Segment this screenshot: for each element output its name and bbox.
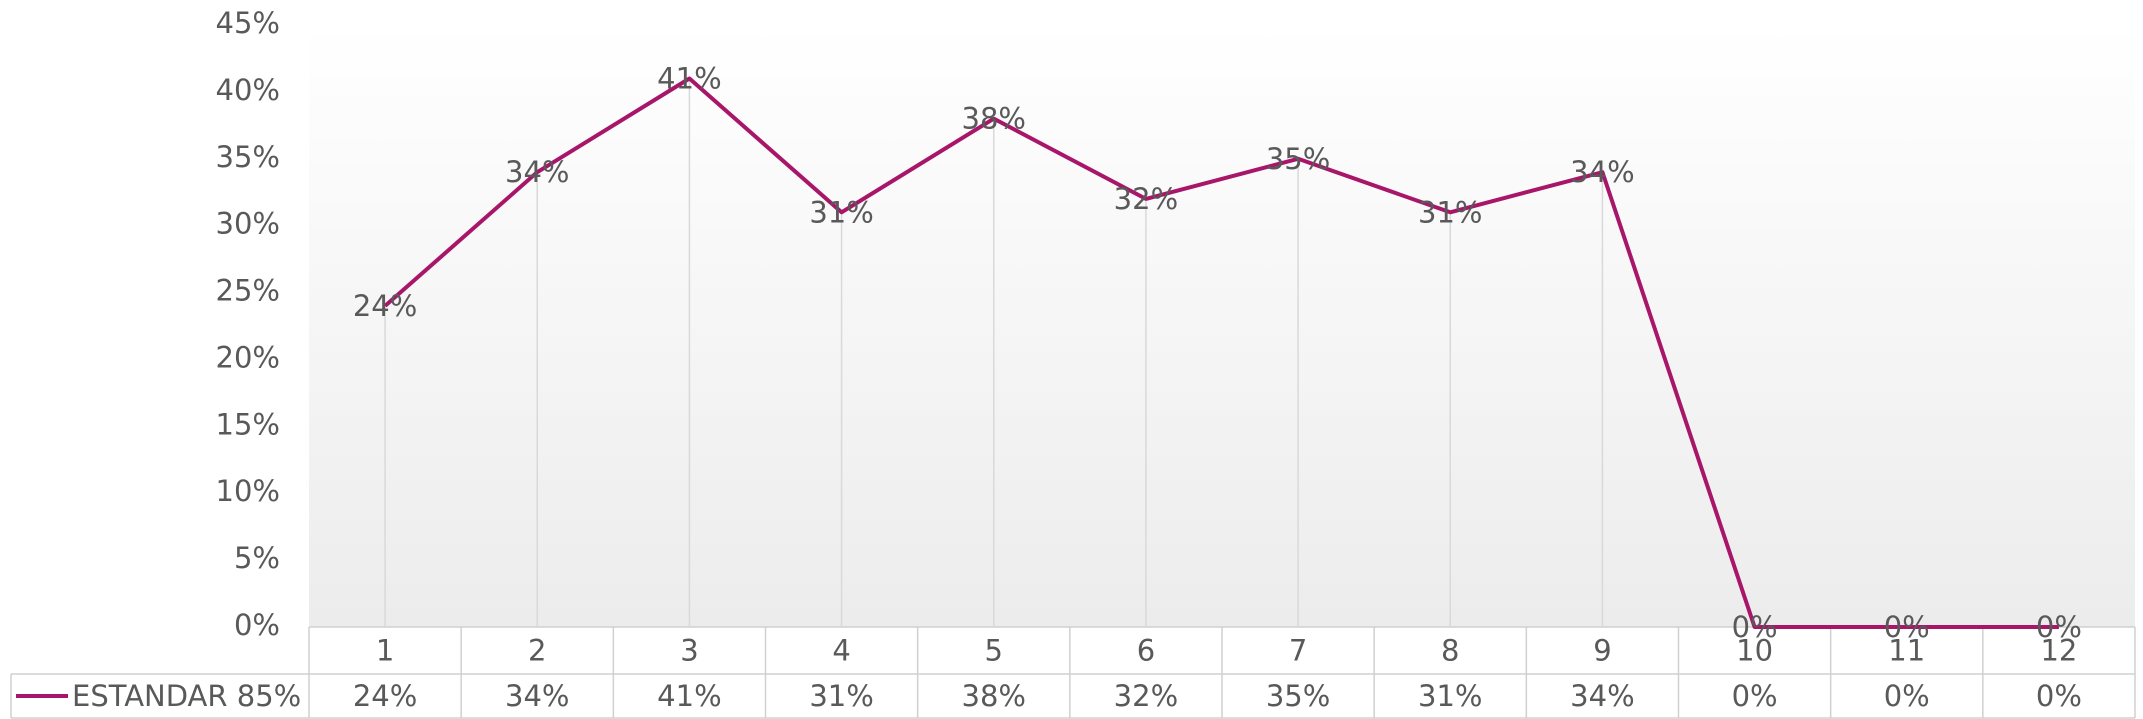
x-tick-label: 1 (376, 634, 394, 668)
table-value: 41% (657, 679, 721, 713)
data-label: 38% (962, 102, 1026, 136)
data-label: 35% (1266, 142, 1330, 176)
y-tick-label: 35% (216, 140, 280, 174)
x-tick-label: 8 (1441, 634, 1459, 668)
legend-label: ESTANDAR 85% (72, 679, 301, 713)
table-value: 38% (962, 679, 1026, 713)
x-tick-label: 7 (1289, 634, 1307, 668)
plot-area (309, 25, 2135, 627)
data-label: 0% (1884, 610, 1930, 644)
y-tick-label: 40% (216, 73, 280, 107)
table-value: 34% (1570, 679, 1634, 713)
y-tick-label: 30% (216, 207, 280, 241)
table-value: 31% (1418, 679, 1482, 713)
x-tick-label: 5 (985, 634, 1003, 668)
table-value: 0% (1732, 679, 1778, 713)
x-tick-label: 6 (1137, 634, 1155, 668)
x-tick-label: 3 (680, 634, 698, 668)
x-tick-label: 2 (528, 634, 546, 668)
data-label: 34% (1570, 155, 1634, 189)
y-tick-label: 25% (216, 274, 280, 308)
y-tick-label: 45% (216, 6, 280, 40)
y-tick-label: 5% (234, 541, 280, 575)
x-tick-label: 12 (2040, 634, 2077, 668)
data-label: 32% (1114, 182, 1178, 216)
table-value: 31% (809, 679, 873, 713)
x-tick-label: 4 (832, 634, 850, 668)
data-label: 0% (2036, 610, 2082, 644)
series-line (383, 76, 2059, 629)
y-tick-label: 20% (216, 340, 280, 374)
table-value: 35% (1266, 679, 1330, 713)
table-value: 32% (1114, 679, 1178, 713)
table-value: 24% (353, 679, 417, 713)
data-label: 34% (505, 155, 569, 189)
x-tick-label: 9 (1593, 634, 1611, 668)
y-tick-label: 15% (216, 407, 280, 441)
x-tick-label: 10 (1736, 634, 1773, 668)
data-label: 31% (1418, 195, 1482, 229)
data-label: 0% (1732, 610, 1778, 644)
data-label: 31% (809, 195, 873, 229)
y-tick-label: 0% (234, 608, 280, 642)
data-label: 24% (353, 289, 417, 323)
table-value: 0% (1884, 679, 1930, 713)
table-value: 0% (2036, 679, 2082, 713)
data-label: 41% (657, 62, 721, 96)
x-tick-label: 11 (1888, 634, 1925, 668)
y-tick-label: 10% (216, 474, 280, 508)
table-value: 34% (505, 679, 569, 713)
